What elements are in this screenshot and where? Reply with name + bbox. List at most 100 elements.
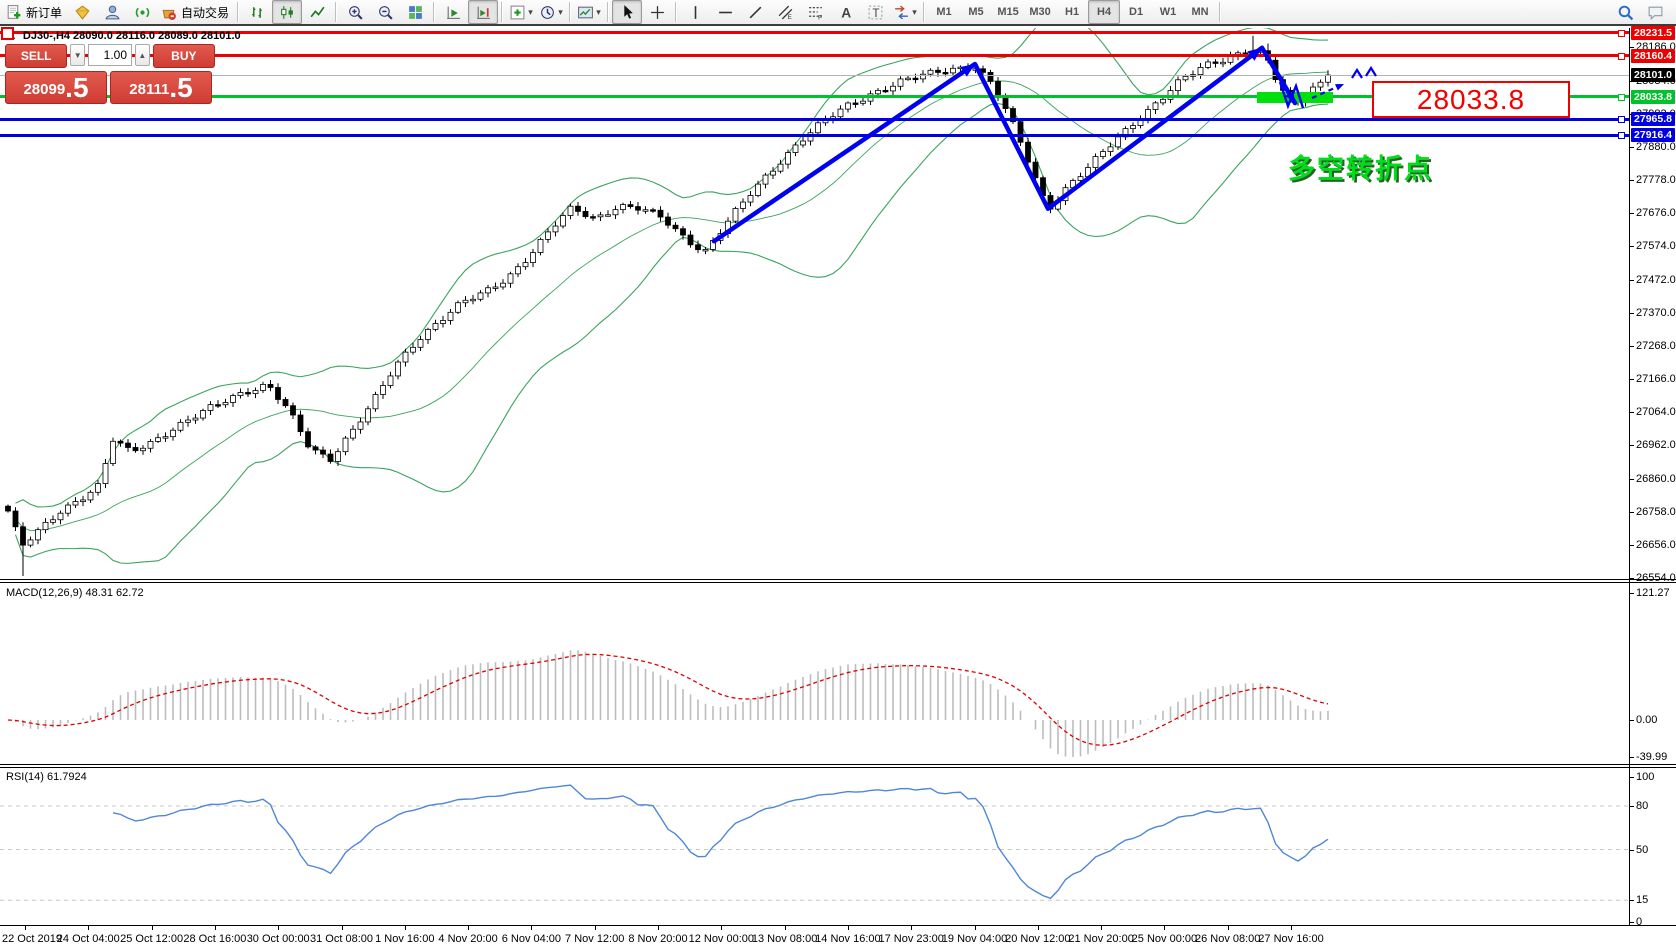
x-axis-tick <box>784 926 786 930</box>
line-handle[interactable] <box>1618 29 1625 37</box>
x-axis-tick <box>151 926 153 930</box>
signals-button[interactable] <box>127 0 157 24</box>
trendline-button[interactable] <box>740 0 770 24</box>
macd-axis-label: -39.99 <box>1636 751 1668 763</box>
chinese-annotation-text[interactable]: 多空转折点 <box>1288 154 1433 184</box>
line-handle[interactable] <box>1 27 14 40</box>
bar-chart-button[interactable] <box>242 0 272 24</box>
resistance-line-1[interactable] <box>0 31 1629 35</box>
gem-icon <box>74 4 90 20</box>
fibonacci-button[interactable]: F <box>800 0 830 24</box>
y-axis-tick <box>1630 544 1634 546</box>
line-handle[interactable] <box>1618 132 1625 140</box>
chart-mode-button[interactable]: ▾ <box>574 0 604 24</box>
volume-input[interactable] <box>88 44 132 66</box>
sell-price[interactable]: 28099.5 <box>5 71 107 104</box>
chevron-down-icon: ▾ <box>558 6 563 17</box>
current-bid-line[interactable] <box>0 74 1629 76</box>
horizontal-line-button[interactable] <box>710 0 740 24</box>
timeframe-m5[interactable]: M5 <box>968 6 984 18</box>
rsi-axis-tick <box>1630 850 1634 851</box>
new-order-button-label: 新订单 <box>26 5 63 20</box>
buy-price-main: 28111 <box>129 81 170 98</box>
shift-icon <box>476 6 490 19</box>
navigator-button[interactable] <box>97 0 127 24</box>
indicators-button[interactable]: ▾ <box>506 0 536 24</box>
text-button[interactable]: A <box>830 0 860 24</box>
pivot-line-price-label: 28033.8 <box>1631 89 1675 104</box>
vertical-line-button[interactable] <box>680 0 710 24</box>
tile-windows-button[interactable] <box>400 0 430 24</box>
timeframe-w1[interactable]: W1 <box>1159 6 1177 18</box>
x-axis-tick <box>468 926 470 930</box>
buy-price[interactable]: 28111.5 <box>110 71 212 104</box>
bollinger-band-middle <box>15 71 1329 532</box>
channel-button[interactable]: E <box>770 0 800 24</box>
x-axis-tick-label: 4 Nov 20:00 <box>438 933 498 945</box>
line-chart-button[interactable] <box>302 0 332 24</box>
autoscroll-icon <box>446 6 460 19</box>
y-axis-tick <box>1630 246 1634 248</box>
periods-button[interactable]: ▾ <box>536 0 566 24</box>
timeframe-h4[interactable]: H4 <box>1088 0 1121 24</box>
line-handle[interactable] <box>1618 116 1625 124</box>
new-order-button[interactable]: 新订单 <box>2 0 67 24</box>
timeframe-m30[interactable]: M30 <box>1029 6 1051 18</box>
rsi-axis-tick <box>1630 922 1634 923</box>
support-line-2[interactable] <box>0 133 1629 137</box>
x-axis-tick <box>911 926 913 930</box>
price-axis[interactable]: 28186.028084.027982.027880.027778.027676… <box>1629 25 1676 928</box>
volume-decrease-button[interactable]: ▼ <box>70 44 85 66</box>
zoom-out-button[interactable] <box>370 0 400 24</box>
auto-scroll-button[interactable] <box>438 0 468 24</box>
layers-button[interactable] <box>67 0 97 24</box>
price-label-box[interactable]: 28033.8 <box>1372 81 1570 118</box>
cursor-button[interactable] <box>612 0 643 24</box>
timeframe-m15[interactable]: M15 <box>997 6 1019 18</box>
support-line-2-price-label: 27916.4 <box>1631 128 1675 143</box>
autotrading-button[interactable]: 自动交易 <box>157 0 234 24</box>
sell-price-frac: .5 <box>65 72 89 103</box>
search-button[interactable] <box>1610 0 1640 24</box>
x-axis-tick-label: 25 Oct 12:00 <box>120 933 184 945</box>
line-handle[interactable] <box>1618 93 1625 101</box>
highlight-zone[interactable] <box>1257 91 1333 103</box>
y-axis-tick-label: 27370.0 <box>1636 306 1676 319</box>
chart-shift-button[interactable] <box>468 0 499 24</box>
resistance-line-2[interactable] <box>0 54 1629 58</box>
buy-price-frac: .5 <box>169 72 193 103</box>
volume-increase-button[interactable]: ▲ <box>135 44 150 66</box>
chat-button[interactable] <box>1640 0 1670 24</box>
label-button[interactable]: T <box>860 0 890 24</box>
buy-button[interactable]: BUY <box>152 44 215 68</box>
timeframe-h1[interactable]: H1 <box>1065 6 1080 18</box>
y-axis-tick-label: 26758.0 <box>1636 505 1676 518</box>
toolbar-separator <box>433 2 436 22</box>
toolbar-separator <box>237 2 240 22</box>
candlestick-chart-button[interactable] <box>272 0 303 24</box>
x-axis-tick-label: 20 Nov 12:00 <box>1005 933 1071 945</box>
y-axis-tick-label: 26554.0 <box>1636 572 1676 584</box>
timeframe-m1[interactable]: M1 <box>936 6 952 18</box>
zoom-in-button[interactable] <box>340 0 370 24</box>
panel-divider[interactable] <box>0 579 1676 580</box>
shapes-icon <box>895 5 909 19</box>
time-axis[interactable]: 22 Oct 2019 24 Oct 04:00 25 Oct 12:00 28 Oc… <box>0 925 1676 949</box>
x-axis-tick-label: 30 Oct 00:00 <box>246 933 310 945</box>
shapes-button[interactable]: ▾ <box>890 0 920 24</box>
sell-button[interactable]: SELL <box>5 44 68 68</box>
bars-icon <box>251 6 262 18</box>
y-axis-tick <box>1630 345 1634 347</box>
x-axis-tick-label: 7 Nov 12:00 <box>565 933 625 945</box>
timeframe-d1[interactable]: D1 <box>1129 6 1144 18</box>
timeframe-mn[interactable]: MN <box>1191 6 1209 18</box>
crosshair-button[interactable] <box>642 0 672 24</box>
toolbar-right-group <box>1610 0 1670 24</box>
resistance-line-1-price-label: 28231.5 <box>1631 25 1675 40</box>
line-handle[interactable] <box>1618 52 1625 60</box>
panel-divider[interactable] <box>0 764 1676 765</box>
y-axis-tick <box>1630 478 1634 480</box>
rsi-axis-tick <box>1630 900 1634 901</box>
tile-icon <box>408 5 422 19</box>
chevron-down-icon: ▾ <box>912 6 917 17</box>
